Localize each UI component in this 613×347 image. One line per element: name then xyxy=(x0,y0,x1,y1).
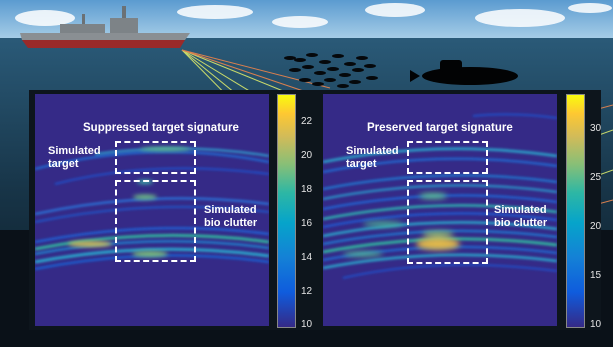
right-panel-title: Preserved target signature xyxy=(367,122,513,134)
left-clutter-label: Simulated bio clutter xyxy=(204,204,258,229)
right-cbar-tick: 10 xyxy=(590,319,602,330)
submarine-icon xyxy=(410,60,518,85)
left-cbar-tick: 10 xyxy=(301,319,313,330)
left-panel-title: Suppressed target signature xyxy=(83,122,239,134)
left-sonar-image xyxy=(35,94,269,326)
right-cbar-tick: 15 xyxy=(590,270,602,281)
left-clutter-box xyxy=(115,180,196,262)
right-sonar-image xyxy=(323,94,557,326)
left-sonar-heatmap xyxy=(35,94,269,326)
left-target-box xyxy=(115,141,196,174)
left-cbar-tick: 22 xyxy=(301,116,313,127)
right-target-label: Simulated target xyxy=(346,145,399,170)
left-target-label: Simulated target xyxy=(48,145,101,170)
right-cbar-tick: 25 xyxy=(590,172,602,183)
left-cbar-tick: 16 xyxy=(301,218,313,229)
clouds xyxy=(15,3,612,28)
left-cbar-tick: 18 xyxy=(301,184,313,195)
left-cbar-tick: 20 xyxy=(301,150,313,161)
left-cbar-tick: 14 xyxy=(301,252,313,263)
right-colorbar xyxy=(566,94,585,328)
right-target-box xyxy=(407,141,488,174)
fish-school-icon xyxy=(284,53,378,88)
right-cbar-tick: 20 xyxy=(590,221,602,232)
ship-icon xyxy=(20,6,190,48)
right-clutter-label: Simulated bio clutter xyxy=(494,204,548,229)
right-sonar-heatmap xyxy=(323,94,557,326)
right-clutter-box xyxy=(407,180,488,264)
left-cbar-tick: 12 xyxy=(301,286,313,297)
right-cbar-tick: 30 xyxy=(590,123,602,134)
left-colorbar xyxy=(277,94,296,328)
